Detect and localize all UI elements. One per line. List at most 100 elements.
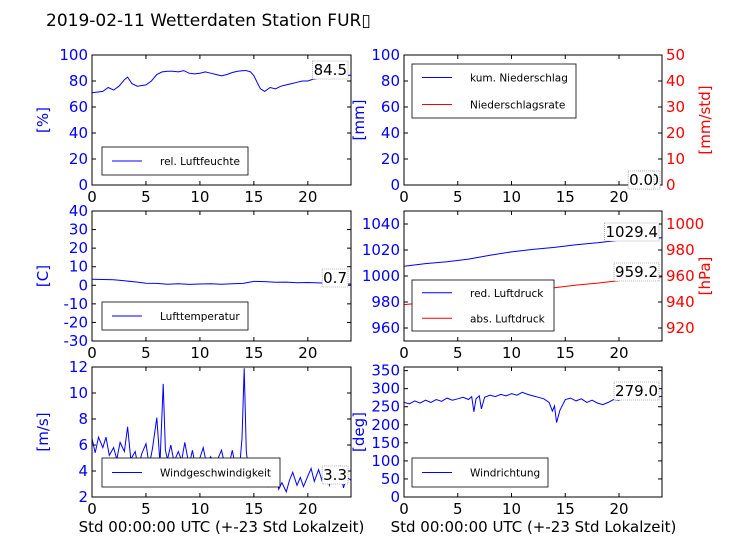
x-tick-label: 15	[244, 188, 263, 206]
x-tick-label: 5	[453, 188, 463, 206]
y-tick-label: 10	[69, 384, 88, 402]
y-right-tick-label: 980	[666, 241, 695, 259]
x-tick-label: 15	[244, 500, 263, 518]
x-tick-label: 5	[453, 500, 463, 518]
value-annotation: 279.0	[615, 382, 658, 400]
x-tick-label: 0	[87, 344, 97, 362]
legend-label: Lufttemperatur	[160, 311, 240, 323]
y-tick-label: 300	[371, 380, 400, 398]
value-annotation-box	[627, 170, 655, 190]
y-tick-label: 0	[390, 176, 400, 194]
panel-winddirection: 0 5 10 15 20050100150200250300350[deg]Windri…	[350, 362, 663, 518]
y-tick-label: 150	[371, 434, 400, 452]
y-right-tick-label: 50	[666, 46, 685, 64]
value-annotation: 1029.4	[606, 223, 659, 241]
y-tick-label: 100	[371, 452, 400, 470]
x-tick-label: 20	[609, 500, 628, 518]
x-tick-label: 20	[609, 188, 628, 206]
y-right-tick-label: 40	[666, 72, 685, 90]
y-tick-label: -30	[64, 332, 89, 350]
y-tick-label: 20	[381, 150, 400, 168]
panel-temperature: 0 5 10 15 20-30-20-10010203040[C]Lufttempera…	[34, 202, 352, 362]
x-tick-label: 0	[399, 344, 409, 362]
y-tick-label: 40	[381, 124, 400, 142]
value-annotation-box	[312, 60, 349, 80]
y-tick-label: 50	[381, 470, 400, 488]
y-axis-label: [C]	[34, 265, 52, 287]
x-tick-label: 10	[502, 344, 521, 362]
y-tick-label: 60	[381, 98, 400, 116]
figure-title: 2019-02-11 Wetterdaten Station FUR▯	[46, 11, 371, 31]
y-tick-label: 6	[78, 436, 88, 454]
x-axis-label-right: Std 00:00:00 UTC (+-23 Std Lokalzeit)	[391, 518, 677, 536]
legend-label: abs. Luftdruck	[470, 313, 546, 325]
legend: red. Luftdruck abs. Luftdruck	[411, 279, 555, 332]
x-tick-label: 5	[141, 500, 151, 518]
axes-frame	[91, 54, 352, 186]
legend: Windrichtung	[411, 457, 549, 488]
x-tick-label: 10	[502, 500, 521, 518]
legend: Windgeschwindigkeit	[101, 457, 281, 488]
y-tick-label: 200	[371, 416, 400, 434]
axes-frame	[403, 54, 663, 186]
value-annotation-box	[321, 465, 349, 485]
y-tick-label: 980	[371, 293, 400, 311]
x-tick-label: 20	[609, 344, 628, 362]
y-axis-label: [%]	[34, 107, 52, 133]
value-annotation: 3.3	[323, 466, 347, 484]
y-tick-label: 8	[78, 410, 88, 428]
legend-box	[411, 279, 555, 332]
x-tick-label: 15	[556, 500, 575, 518]
panel-humidity: 0 5 10 15 20 0 20 40 60 80 100 [%] rel. Luftfeuchte 8…	[34, 46, 352, 206]
x-tick-label: 10	[502, 188, 521, 206]
x-tick-label: 20	[298, 188, 317, 206]
y-tick-label: 80	[381, 72, 400, 90]
y-tick-label: 250	[371, 398, 400, 416]
axes-frame	[91, 366, 352, 498]
legend-label: kum. Niederschlag	[470, 73, 568, 85]
value-annotation: 959.2	[615, 263, 658, 281]
y-right-tick-label: 10	[666, 150, 685, 168]
y-right-tick-label: 940	[666, 293, 695, 311]
y-right-tick-label: 0	[666, 176, 676, 194]
y-right-tick-label: 960	[666, 267, 695, 285]
legend: rel. Luftfeuchte	[101, 146, 249, 176]
x-tick-label: 0	[87, 500, 97, 518]
y-axis-label: [m/s]	[34, 412, 52, 451]
legend-box	[411, 63, 577, 119]
y-tick-label: 100	[59, 46, 88, 64]
axes-frame	[91, 210, 352, 342]
value-annotation: 0.7	[323, 269, 347, 287]
y-tick-label: 40	[69, 202, 88, 220]
value-annotation: 84.5	[314, 61, 347, 79]
y-axis-label: [mm]	[350, 100, 368, 141]
x-axis-label-left: Std 00:00:00 UTC (+-23 Std Lokalzeit)	[79, 518, 365, 536]
x-tick-label: 10	[190, 500, 209, 518]
legend-label: rel. Luftfeuchte	[160, 156, 240, 168]
value-annotation-box	[613, 262, 660, 282]
legend-label: Windgeschwindigkeit	[160, 468, 271, 480]
series-line-temperature-0	[92, 278, 351, 285]
panel-windspeed: 0 5 10 15 20 2 4 6 8 10 12 [m/s] Windgeschwindigkeit…	[34, 358, 352, 518]
x-tick-label: 20	[298, 500, 317, 518]
y-right-tick-label: 1000	[666, 215, 704, 233]
y-tick-label: 1020	[362, 241, 400, 259]
x-tick-label: 5	[141, 344, 151, 362]
y-tick-label: 40	[69, 124, 88, 142]
x-tick-label: 15	[556, 188, 575, 206]
y-tick-label: 0	[78, 176, 88, 194]
panel-precipitation: 0 5 10 15 20 0 20 40 60 80 100 0 10 20 30 40 50 [mm] [mm/s…	[350, 46, 714, 206]
x-tick-label: 5	[141, 188, 151, 206]
x-tick-label: 5	[453, 344, 463, 362]
y-tick-label: 100	[371, 46, 400, 64]
series-line-humidity-0	[92, 70, 351, 94]
y-tick-label: 960	[371, 319, 400, 337]
panel-pressure: 0 5 10 15 20 960 980 1000 1020 1040 920 940 960 980 10…	[362, 210, 714, 362]
y-tick-label: 12	[69, 358, 88, 376]
x-tick-label: 10	[190, 188, 209, 206]
y-tick-label: 1040	[362, 215, 400, 233]
y-tick-label: 4	[78, 462, 88, 480]
legend-label: red. Luftdruck	[470, 288, 544, 300]
y-tick-label: 30	[69, 221, 88, 239]
